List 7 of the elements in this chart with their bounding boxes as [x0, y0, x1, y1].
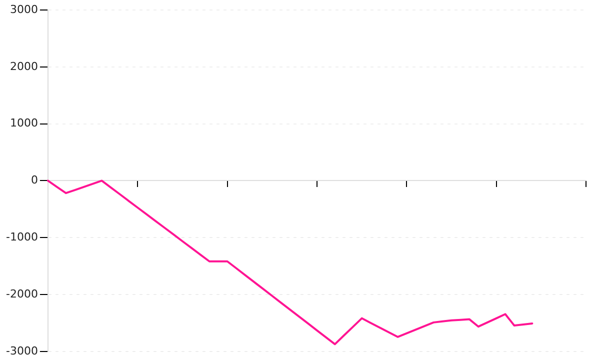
y-tick-label: -3000	[6, 344, 38, 358]
y-tick-label: -2000	[6, 287, 38, 300]
y-tick-label: 3000	[10, 2, 38, 16]
y-tick-label: 0	[30, 174, 38, 187]
y-tick-label: 1000	[10, 116, 38, 130]
y-tick-label: 2000	[10, 60, 38, 73]
y-tick-label: -1000	[6, 230, 38, 244]
